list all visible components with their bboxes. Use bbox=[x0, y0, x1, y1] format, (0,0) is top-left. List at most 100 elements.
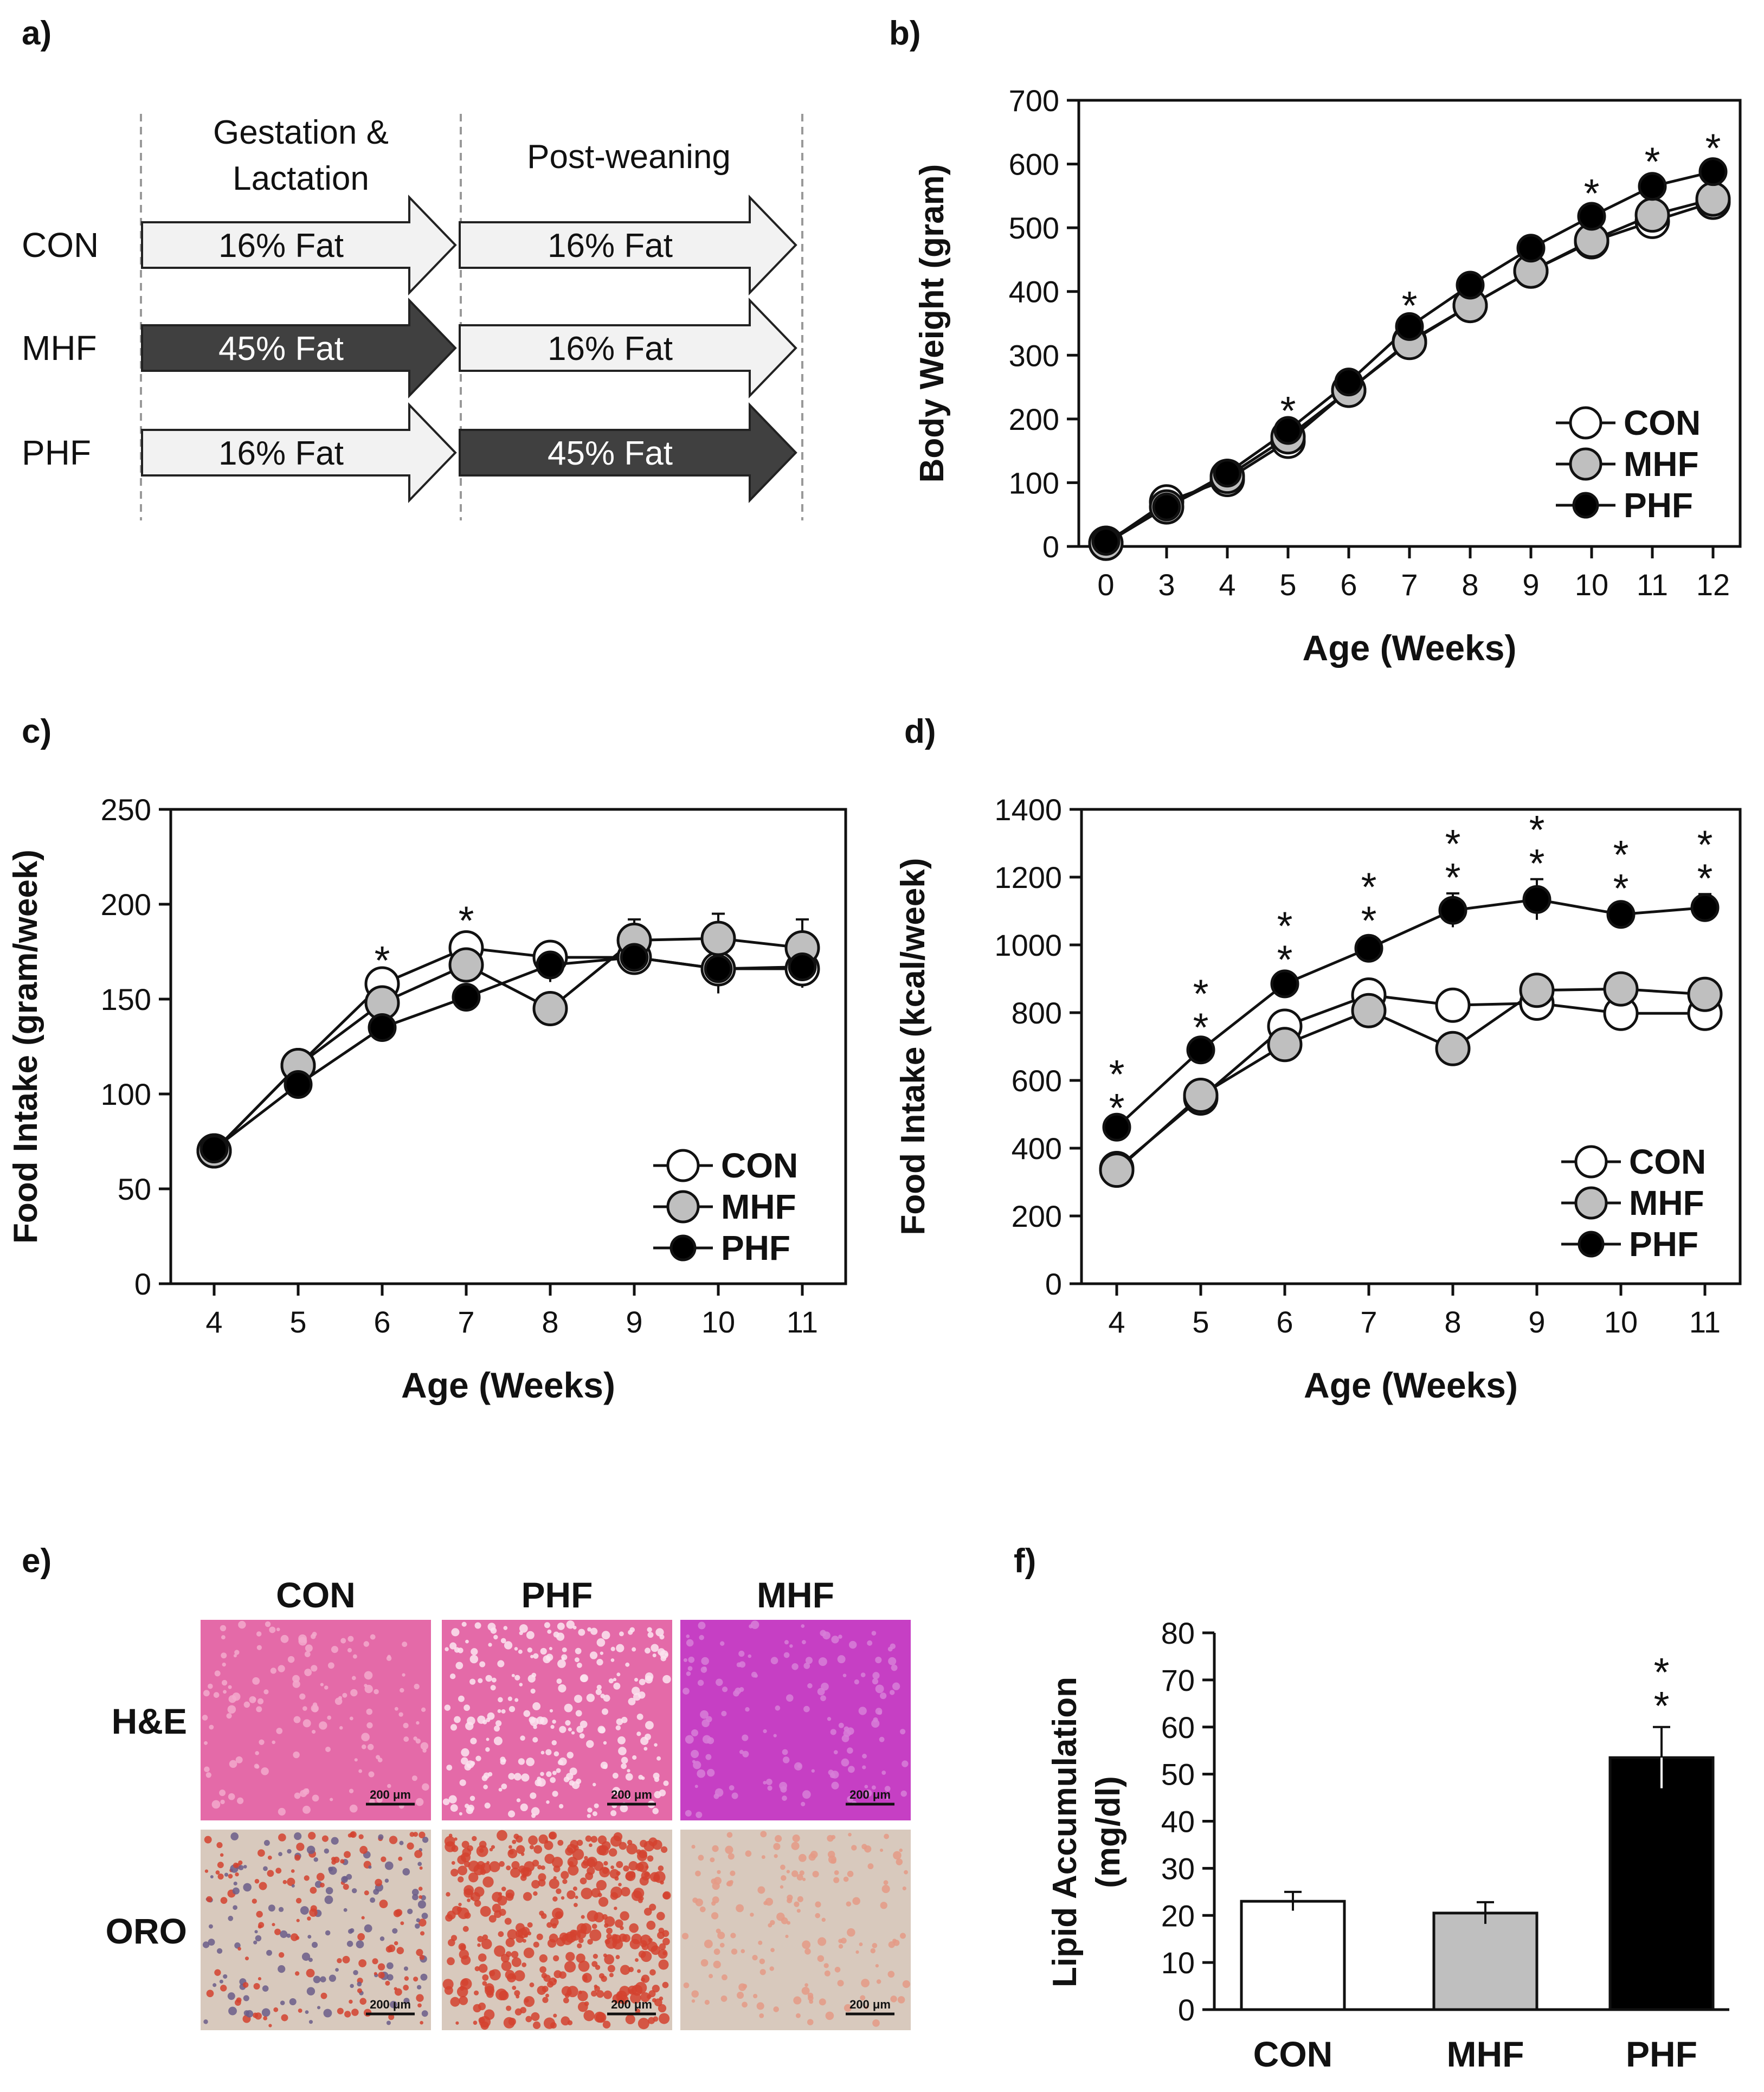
tissue-texture bbox=[834, 1966, 841, 1973]
x-tick-label: 10 bbox=[1604, 1305, 1638, 1339]
tissue-texture bbox=[633, 1693, 641, 1701]
tissue-texture bbox=[628, 1697, 636, 1705]
tissue-texture bbox=[483, 1785, 488, 1790]
tissue-texture bbox=[719, 1641, 725, 1646]
tissue-texture bbox=[268, 1904, 275, 1912]
tissue-texture bbox=[294, 1855, 301, 1861]
tissue-texture bbox=[470, 1896, 474, 1900]
tissue-texture bbox=[278, 1907, 284, 1912]
tissue-texture bbox=[613, 1832, 623, 1842]
tissue-texture bbox=[763, 1781, 767, 1785]
tissue-texture bbox=[459, 1812, 462, 1816]
tissue-texture bbox=[306, 1987, 316, 1996]
tissue-texture bbox=[486, 1717, 491, 1722]
tissue-texture bbox=[316, 1872, 325, 1881]
y-axis-title-line-2: (mg/dl) bbox=[1090, 1776, 1127, 1888]
y-tick-label: 10 bbox=[1161, 1946, 1195, 1980]
tissue-texture bbox=[513, 1773, 522, 1781]
tissue-texture bbox=[603, 1695, 610, 1702]
tissue-texture bbox=[587, 1814, 591, 1818]
tissue-texture bbox=[638, 1849, 647, 1858]
tissue-texture bbox=[313, 1857, 318, 1862]
tissue-texture bbox=[203, 2019, 208, 2024]
tissue-texture bbox=[641, 1776, 645, 1780]
tissue-texture bbox=[480, 2021, 489, 2030]
y-tick-label: 600 bbox=[1012, 1064, 1062, 1098]
tissue-texture bbox=[875, 1708, 883, 1715]
tissue-texture bbox=[566, 1752, 574, 1759]
tissue-texture bbox=[413, 1832, 419, 1837]
tissue-texture bbox=[728, 1853, 735, 1860]
x-tick-label: 6 bbox=[1340, 568, 1357, 602]
tissue-texture bbox=[467, 1898, 471, 1902]
tissue-texture bbox=[450, 1724, 458, 1731]
tissue-texture bbox=[379, 1936, 385, 1941]
tissue-texture bbox=[887, 1971, 895, 1978]
header-gestation-line-2: Lactation bbox=[233, 160, 369, 197]
tissue-texture bbox=[592, 1811, 597, 1817]
tissue-texture bbox=[377, 1963, 385, 1971]
tissue-texture bbox=[482, 1974, 489, 1981]
tissue-texture bbox=[488, 1643, 492, 1647]
tissue-texture bbox=[645, 1721, 654, 1730]
significance-star: * bbox=[1584, 171, 1600, 216]
tissue-texture bbox=[632, 1647, 636, 1652]
y-tick-label: 50 bbox=[118, 1172, 151, 1206]
x-tick-label: 11 bbox=[787, 1305, 818, 1339]
x-tick-label: 7 bbox=[1360, 1305, 1377, 1339]
tissue-texture bbox=[802, 1877, 806, 1881]
tissue-texture bbox=[259, 1739, 265, 1745]
histology-col-phf: PHF bbox=[522, 1575, 593, 1615]
tissue-texture bbox=[312, 1706, 319, 1713]
tissue-texture bbox=[229, 1760, 237, 1768]
tissue-texture bbox=[683, 1982, 690, 1988]
tissue-texture bbox=[252, 2012, 259, 2018]
tissue-texture bbox=[461, 1748, 469, 1757]
tissue-texture bbox=[785, 1934, 789, 1939]
tissue-texture bbox=[376, 1797, 383, 1803]
tissue-texture bbox=[812, 1871, 819, 1878]
tissue-texture bbox=[752, 1954, 758, 1961]
tissue-texture bbox=[500, 1759, 506, 1765]
tissue-texture bbox=[587, 1866, 595, 1875]
tissue-texture bbox=[593, 1782, 596, 1787]
tissue-texture bbox=[862, 1765, 866, 1769]
tissue-texture bbox=[589, 1651, 598, 1659]
tissue-texture bbox=[307, 1935, 312, 1939]
x-axis-title: Age (Weeks) bbox=[401, 1365, 615, 1405]
tissue-texture bbox=[331, 1857, 336, 1862]
tissue-texture bbox=[595, 1965, 601, 1970]
group-mhf-label: MHF bbox=[22, 329, 97, 368]
tissue-texture bbox=[350, 1689, 358, 1697]
tissue-texture bbox=[801, 1986, 810, 1995]
tissue-texture bbox=[565, 1952, 575, 1961]
tissue-texture bbox=[687, 1666, 693, 1671]
tissue-texture bbox=[506, 1865, 511, 1871]
tissue-texture bbox=[503, 1626, 508, 1630]
tissue-texture bbox=[571, 1781, 580, 1790]
tissue-texture bbox=[256, 1910, 263, 1918]
tissue-texture bbox=[888, 1941, 896, 1948]
tissue-texture bbox=[304, 1669, 312, 1676]
tissue-texture bbox=[468, 1861, 480, 1872]
tissue-texture bbox=[695, 1898, 703, 1907]
tissue-texture bbox=[228, 1915, 234, 1921]
tissue-texture bbox=[305, 1644, 313, 1652]
tissue-texture bbox=[546, 1800, 550, 1804]
tissue-texture bbox=[477, 1715, 486, 1724]
tissue-texture bbox=[770, 1657, 778, 1664]
tissue-texture bbox=[556, 1768, 561, 1773]
tissue-texture bbox=[631, 1984, 643, 1996]
tissue-texture bbox=[801, 1640, 806, 1645]
tissue-texture bbox=[620, 1804, 628, 1813]
tissue-texture bbox=[657, 1931, 665, 1939]
tissue-texture bbox=[568, 1727, 572, 1731]
tissue-texture bbox=[629, 1989, 634, 1994]
tissue-texture bbox=[514, 1698, 519, 1702]
tissue-texture bbox=[220, 1625, 227, 1632]
legend-label-con: CON bbox=[721, 1146, 798, 1185]
point-mhf bbox=[1267, 1027, 1303, 1063]
tissue-texture bbox=[767, 1785, 772, 1791]
tissue-texture bbox=[561, 1871, 569, 1879]
tissue-texture bbox=[838, 1634, 842, 1639]
